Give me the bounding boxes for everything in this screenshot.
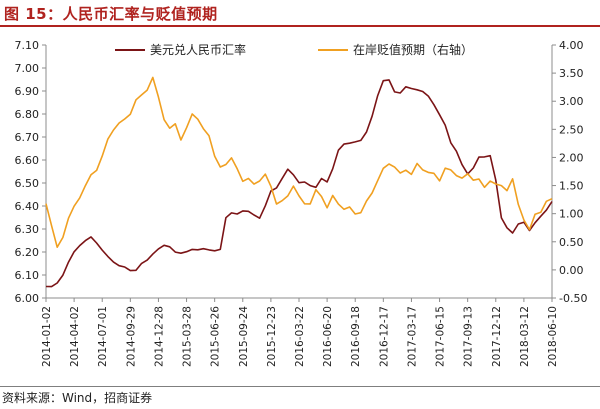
x-tick-label: 2017-06-15 xyxy=(435,306,447,367)
axes: 6.00 6.10 6.20 6.30 6.40 6.50 6.60 6.70 6.80 6.90… xyxy=(15,39,588,367)
left-tick-label: 6.60 xyxy=(15,154,40,167)
x-tick-label: 2014-04-02 xyxy=(69,306,81,367)
right-tick-label: 2.50 xyxy=(559,123,584,136)
right-tick-label: 4.00 xyxy=(559,39,584,52)
x-tick-label: 2016-06-20 xyxy=(322,306,334,367)
x-tick-label: 2017-12-12 xyxy=(491,306,503,367)
legend-label-2: 在岸贬值预期（右轴） xyxy=(353,42,473,57)
x-tick-label: 2016-12-17 xyxy=(378,306,390,367)
x-tick-label: 2015-09-24 xyxy=(238,306,250,367)
x-tick-label: 2014-01-02 xyxy=(41,306,53,367)
legend-label-1: 美元兑人民币汇率 xyxy=(150,42,246,57)
source-rule xyxy=(0,386,600,387)
legend: 美元兑人民币汇率 在岸贬值预期（右轴） xyxy=(115,42,473,57)
left-tick-label: 7.00 xyxy=(15,62,40,75)
right-tick-label: 0.50 xyxy=(559,236,584,249)
x-tick-label: 2015-06-26 xyxy=(210,306,222,367)
left-tick-label: 7.10 xyxy=(15,39,40,52)
series-line-2 xyxy=(45,76,553,248)
x-tick-label: 2014-07-01 xyxy=(97,306,109,367)
left-tick-label: 6.00 xyxy=(15,292,40,305)
x-tick-label: 2015-03-28 xyxy=(182,306,194,367)
left-tick-label: 6.90 xyxy=(15,85,40,98)
right-tick-label: 1.00 xyxy=(559,208,584,221)
right-tick-label: -0.50 xyxy=(559,292,587,305)
left-tick-label: 6.40 xyxy=(15,200,40,213)
right-tick-label: 0.00 xyxy=(559,264,584,277)
left-tick-label: 6.20 xyxy=(15,246,40,259)
x-tick-label: 2014-12-28 xyxy=(153,306,165,367)
right-tick-label: 3.00 xyxy=(559,95,584,108)
left-tick-label: 6.80 xyxy=(15,108,40,121)
right-tick-label: 3.50 xyxy=(559,67,584,80)
title-rule xyxy=(0,25,600,27)
left-tick-label: 6.10 xyxy=(15,269,40,282)
left-tick-label: 6.70 xyxy=(15,131,40,144)
left-tick-label: 6.50 xyxy=(15,177,40,190)
x-tick-label: 2016-03-22 xyxy=(294,306,306,367)
x-tick-label: 2017-09-13 xyxy=(463,306,475,367)
right-tick-label: 1.50 xyxy=(559,180,584,193)
figure-title: 图 15：人民币汇率与贬值预期 xyxy=(4,5,218,23)
series-lines xyxy=(45,76,553,288)
x-tick-label: 2015-12-23 xyxy=(266,306,278,367)
x-tick-label: 2016-09-18 xyxy=(350,306,362,367)
series-line-1 xyxy=(45,79,553,288)
x-tick-label: 2014-09-29 xyxy=(125,306,137,367)
left-tick-label: 6.30 xyxy=(15,223,40,236)
x-tick-label: 2018-06-10 xyxy=(547,306,559,367)
x-tick-label: 2018-03-12 xyxy=(519,306,531,367)
source-note: 资料来源：Wind，招商证券 xyxy=(2,391,153,405)
right-tick-label: 2.00 xyxy=(559,151,584,164)
x-tick-label: 2017-03-17 xyxy=(406,306,418,367)
